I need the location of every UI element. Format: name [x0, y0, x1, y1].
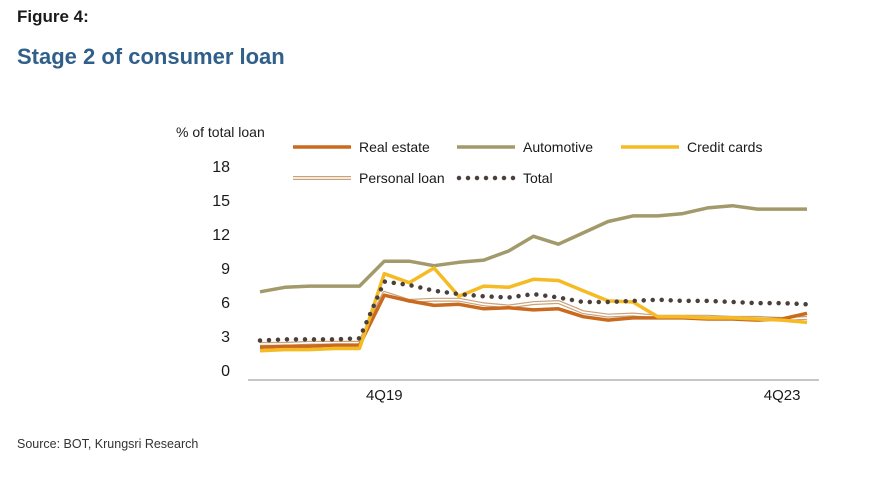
source-note: Source: BOT, Krungsri Research: [17, 437, 199, 451]
y-axis-label: % of total loan: [176, 124, 265, 140]
series-line-credit-cards: [259, 266, 808, 353]
y-tick-label: 18: [212, 159, 230, 176]
legend-label-automotive: Automotive: [523, 139, 593, 155]
y-tick-label: 12: [212, 227, 230, 244]
chart-title: Stage 2 of consumer loan: [17, 44, 285, 69]
y-tick-label: 0: [221, 363, 230, 380]
legend-label-credit-cards: Credit cards: [687, 139, 762, 155]
y-tick-label: 9: [221, 261, 230, 278]
y-tick-label: 6: [221, 295, 230, 312]
y-tick-label: 3: [221, 329, 230, 346]
legend-label-real-estate: Real estate: [359, 139, 430, 155]
series-lines: [257, 203, 810, 353]
series-line-automotive: [259, 203, 807, 294]
legend: Real estate Automotive Credit cards Persona…: [293, 139, 762, 186]
figure-label: Figure 4:: [17, 7, 89, 26]
x-axis: 4Q19 4Q23: [366, 387, 801, 404]
x-tick-label: 4Q19: [366, 387, 403, 404]
y-axis: 0 3 6 9 12 15 18: [212, 159, 230, 380]
legend-label-total: Total: [523, 170, 553, 186]
x-tick-label: 4Q23: [764, 387, 801, 404]
y-tick-label: 15: [212, 193, 230, 210]
legend-label-personal-loan: Personal loan: [359, 170, 445, 186]
series-line-total: [257, 279, 810, 343]
